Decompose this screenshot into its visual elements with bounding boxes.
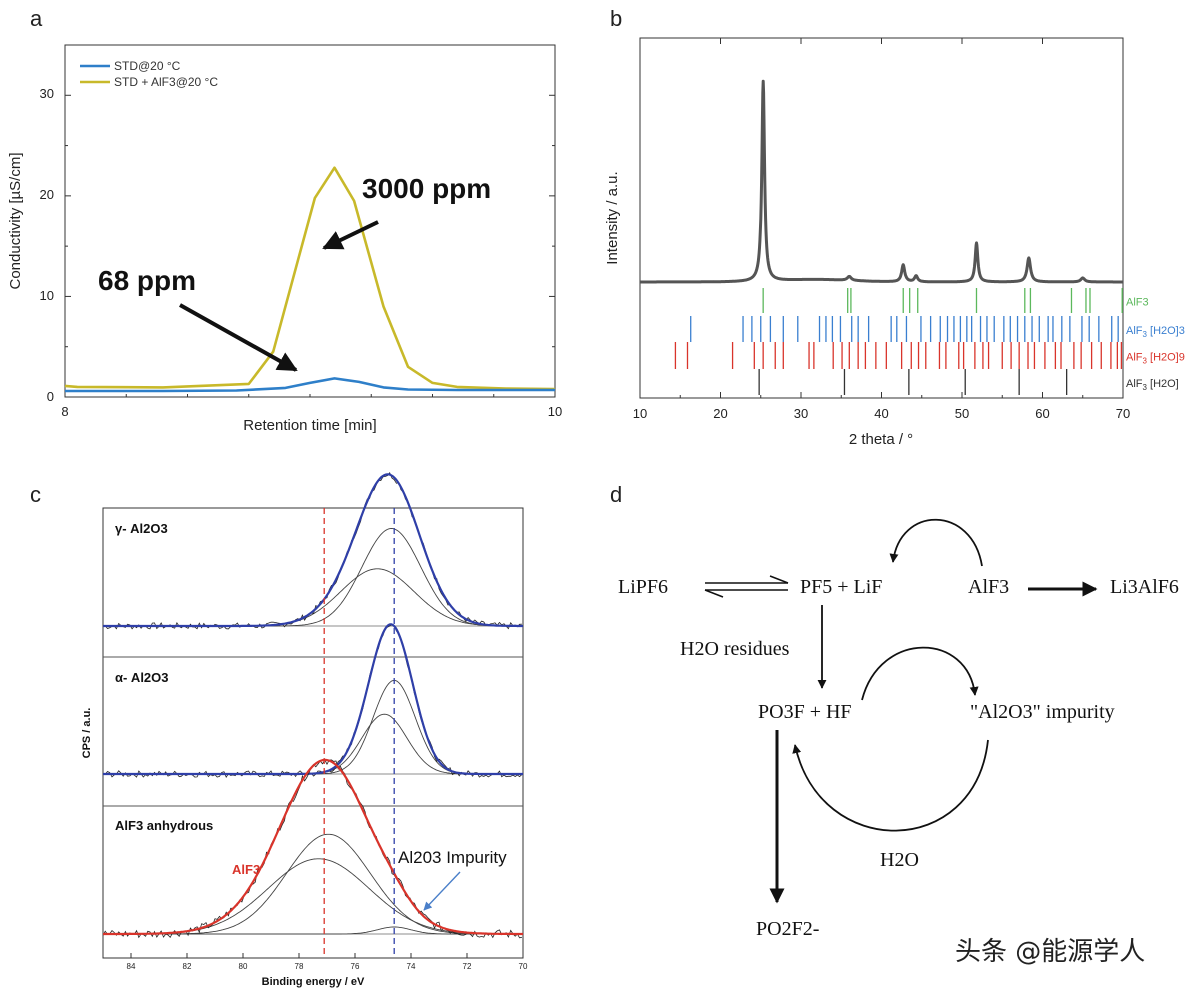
b-xtick-label: 50 [955,406,969,421]
d-node-al2o3-impurity: "Al2O3" impurity [970,701,1115,723]
panel-b-series [638,79,1125,284]
panel-a-ticks [64,44,556,398]
a-legend-label-alf3: STD + AlF3@20 °C [114,75,218,89]
b-reference-label: AlF3 [H2O] [1126,378,1179,392]
panel-a-series [64,166,556,393]
c-label-gamma-alumina: γ- Al2O3 [115,521,168,536]
a-series-line [65,377,555,393]
panel-c-reference-lines [323,508,395,958]
b-xtick-label: 10 [633,406,647,421]
panel-a: a 8 10 0 10 20 30 Retention time [min] C… [7,6,562,434]
a-x-axis-title: Retention time [min] [243,417,376,434]
d-node-lipf6-text: LiPF6 [618,576,668,598]
c-fit-component [103,679,523,775]
a-annotation-arrow-68ppm [179,303,298,372]
d-curve-alf3-to-pf5 [889,518,983,567]
b-xtick-label: 30 [794,406,808,421]
a-annotation-arrow-3000ppm [322,220,379,250]
panel-c: c 84 82 80 78 76 74 72 70 γ- Al2O3 α- Al2O3 AlF… [30,472,528,988]
c-fit-component [103,568,523,627]
d-equilibrium-backward-head [704,589,724,598]
c-xtick-label: 80 [239,962,248,971]
b-reference-label: AlF3 [1126,297,1149,309]
c-xtick-label: 76 [351,962,360,971]
c-raw-spectrum [102,472,522,630]
b-xtick-label: 70 [1116,406,1130,421]
c-fit-envelope [103,623,523,776]
d-node-pf5-lif: PF5 + LiF [800,576,882,598]
c-y-axis-title: CPS / a.u. [81,708,93,759]
panel-a-label: a [30,6,43,31]
d-node-po2f2: PO2F2- [756,918,819,940]
d-curve-hf-to-al2o3 [861,646,979,701]
c-x-axis-title: Binding energy / eV [262,976,365,988]
c-xtick-label: 72 [463,962,472,971]
watermark: 头条 @能源学人 [955,937,1145,967]
a-ytick-label: 0 [47,389,54,404]
c-fit-component [103,858,523,935]
panel-c-frame [102,507,524,959]
c-annotation-alf3: AlF3 [232,862,260,877]
panel-b-frame [639,37,1124,399]
d-label-h2o-residues: H2O residues [680,638,790,660]
c-xtick-label: 82 [183,962,192,971]
a-ytick-label: 30 [40,86,54,101]
b-xtick-label: 60 [1035,406,1049,421]
a-annotation-3000ppm: 3000 ppm [362,173,491,204]
a-annotation-68ppm: 68 ppm [98,265,196,296]
panel-b-label: b [610,6,622,31]
a-ytick-label: 20 [40,187,54,202]
c-xtick-label: 78 [295,962,304,971]
d-node-po3f-hf: PO3F + HF [758,701,852,723]
d-node-alf3: AlF3 [968,576,1009,598]
c-fit-component [103,926,523,935]
c-fit-envelope [103,758,523,936]
c-annotation-impurity-arrow [423,871,461,911]
panel-c-label: c [30,482,41,507]
a-ytick-label: 10 [40,288,54,303]
c-xtick-label: 74 [407,962,416,971]
a-xtick-label: 8 [61,404,68,419]
a-series-line [64,166,556,391]
d-node-lipf6: LiPF6 [618,576,668,598]
panel-d: d LiPF6 PF5 + LiF AlF3 Li3AlF6 H2O resid… [610,482,1179,967]
c-xtick-label: 84 [127,962,136,971]
panel-b: b 10 20 30 40 50 60 70 AlF3 AlF3 [H2O]3 AlF3 [H2… [604,6,1185,448]
d-curve-al2o3-to-hf [792,739,989,832]
panel-d-label: d [610,482,622,507]
panel-c-ticks: 84 82 80 78 76 74 72 70 [127,953,528,971]
d-node-li3alf6: Li3AlF6 [1110,576,1179,598]
c-annotation-impurity: Al203 Impurity [398,848,507,867]
c-label-alpha-alumina: α- Al2O3 [115,670,169,685]
b-x-axis-title: 2 theta / ° [849,431,913,448]
panel-b-ticks: 10 20 30 40 50 60 70 [633,38,1130,421]
b-y-axis-title: Intensity / a.u. [604,171,621,264]
b-reference-label: AlF3 [H2O]9 [1126,352,1185,366]
panel-a-frame [64,44,556,398]
b-reference-label: AlF3 [H2O]3 [1126,325,1185,339]
panel-b-reference-patterns: AlF3 AlF3 [H2O]3 AlF3 [H2O]9 AlF3 [H2O] [674,288,1185,395]
c-label-alf3-anhydrous: AlF3 anhydrous [115,818,213,833]
d-equilibrium-forward-head [769,575,789,584]
b-measured-pattern [638,79,1125,284]
panel-c-series [102,472,523,939]
d-label-h2o: H2O [880,849,919,871]
a-xtick-label: 10 [548,404,562,419]
a-legend-label-std: STD@20 °C [114,59,181,73]
c-raw-spectrum [102,623,523,778]
c-fit-envelope [103,473,523,628]
b-xtick-label: 40 [874,406,888,421]
a-y-axis-title: Conductivity [µS/cm] [7,152,24,289]
c-xtick-label: 70 [519,962,528,971]
b-xtick-label: 20 [713,406,727,421]
